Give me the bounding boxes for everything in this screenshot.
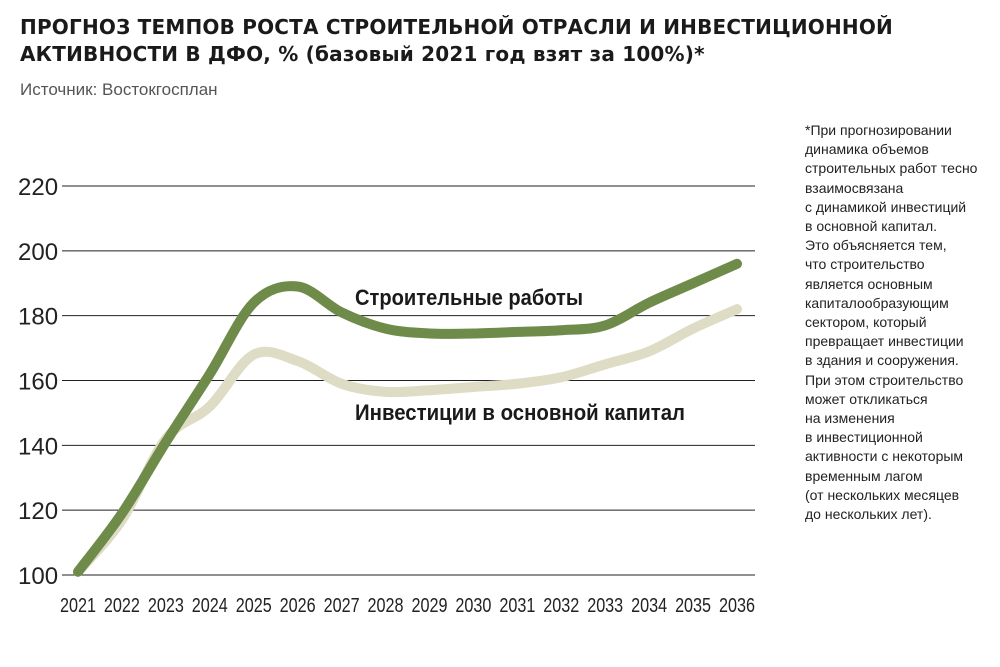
x-tick-label: 2030 [455, 595, 491, 617]
chart-gridlines [62, 185, 755, 576]
x-tick-label: 2028 [368, 595, 404, 617]
footnote-line: в основной капитал. [805, 218, 938, 235]
y-tick-label: 220 [18, 174, 58, 201]
x-tick-label: 2033 [587, 595, 623, 617]
y-tick-label: 200 [18, 239, 58, 266]
chart-series [73, 258, 742, 577]
footnote-line: превращает инвестиции [805, 333, 964, 350]
x-tick-label: 2027 [324, 595, 360, 617]
footnote-line: капиталообразующим [805, 294, 949, 311]
x-tick-label: 2022 [104, 595, 140, 617]
series-label-investment: Инвестиции в основной капитал [355, 400, 685, 425]
series-label-construction: Строительные работы [355, 285, 583, 310]
footnote-text: *При прогнозировании динамика объемов стро… [805, 121, 995, 524]
footnote-line: При этом строительство [805, 371, 964, 388]
footnote-line: активности с некоторым [805, 448, 964, 465]
page-title: ПРОГНОЗ ТЕМПОВ РОСТА СТРОИТЕЛЬНОЙ ОТРАСЛ… [20, 15, 893, 66]
series-line-investment [73, 304, 742, 577]
x-tick-label: 2025 [236, 595, 272, 617]
series-labels: Строительные работы Инвестиции в основной… [355, 285, 685, 425]
x-tick-label: 2034 [631, 595, 667, 617]
footnote-line: что строительство [805, 256, 925, 273]
y-tick-label: 140 [18, 433, 58, 460]
footnote-line: взаимосвязана [805, 179, 904, 196]
footnote-line: (от нескольких месяцев [805, 486, 960, 503]
source-caption: Источник: Востокгосплан [20, 80, 218, 99]
x-axis-tick-labels: 2021 2022 2023 2024 2025 2026 2027 2028 2029 2030… [60, 595, 755, 617]
x-tick-label: 2035 [675, 595, 711, 617]
x-tick-label: 2026 [280, 595, 316, 617]
y-tick-label: 160 [18, 369, 58, 396]
footnote-line: Это объясняется тем, [805, 237, 947, 254]
footnote-line: в инвестиционной [805, 429, 923, 446]
x-tick-label: 2024 [192, 595, 228, 617]
footnote-line: временным лагом [805, 467, 923, 484]
series-line-construction [73, 258, 742, 577]
footnote-line: на изменения [805, 410, 895, 427]
footnote-line: до нескольких лет). [805, 506, 932, 523]
footnote-line: динамика объемов [805, 141, 929, 158]
y-tick-label: 180 [18, 304, 58, 331]
footnote-line: с динамикой инвестиций [805, 198, 967, 215]
y-tick-label: 120 [18, 498, 58, 525]
footnote-line: в здания и сооружения. [805, 352, 959, 369]
footnote-line: строительных работ тесно [805, 160, 978, 177]
y-axis-tick-labels: 100 120 140 160 180 200 220 [18, 174, 58, 590]
footnote-line: является основным [805, 275, 933, 292]
x-tick-label: 2021 [60, 595, 96, 617]
footnote-line: *При прогнозировании [805, 122, 952, 138]
x-tick-label: 2036 [719, 595, 755, 617]
x-tick-label: 2032 [543, 595, 579, 617]
y-tick-label: 100 [18, 563, 58, 590]
x-tick-label: 2031 [499, 595, 535, 617]
footnote-line: может откликаться [805, 390, 928, 407]
footnote-line: сектором, который [805, 314, 927, 331]
x-tick-label: 2029 [411, 595, 447, 617]
x-tick-label: 2023 [148, 595, 184, 617]
